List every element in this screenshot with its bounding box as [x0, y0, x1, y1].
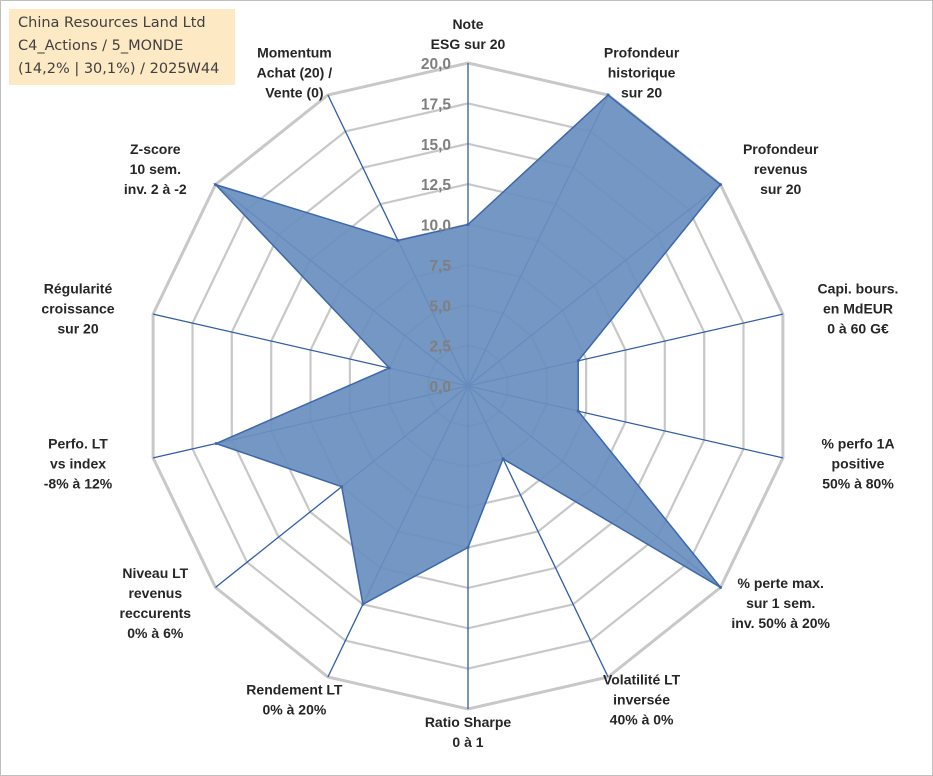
axis-label: Z-score 10 sem. inv. 2 à -2 [124, 141, 187, 197]
data-point [214, 183, 217, 187]
axis-label: Ratio Sharpe 0 à 1 [425, 714, 512, 750]
tick-label-layer: 0,0 2,5 5,0 7,5 10,0 12,5 15,0 17,5 20,0 [421, 56, 452, 396]
tick-label: 17,5 [421, 96, 452, 113]
tick-label: 10,0 [421, 218, 451, 235]
data-point [576, 359, 580, 363]
info-company: China Resources Land Ltd [18, 15, 206, 31]
tick-label: 0,0 [429, 379, 451, 396]
data-point [396, 239, 400, 242]
axis-label: % perte max. sur 1 sem. inv. 50% à 20% [731, 575, 830, 631]
tick-label: 7,5 [429, 258, 451, 275]
data-point [606, 93, 610, 97]
data-point [719, 183, 722, 187]
data-point [361, 602, 365, 606]
tick-label: 12,5 [421, 177, 452, 194]
data-point [466, 223, 470, 226]
axis-label: % perfo 1A positive 50% à 80% [821, 435, 894, 491]
axis-label: Perfo. LT vs index -8% à 12% [44, 435, 113, 491]
axis-label: Capi. bours. en MdEUR 0 à 60 G€ [818, 281, 899, 337]
data-point [340, 485, 344, 489]
axis-label: Profondeur revenus sur 20 [743, 141, 819, 197]
tick-label: 2,5 [429, 339, 451, 356]
info-box: China Resources Land Ltd C4_Actions / 5_… [9, 9, 235, 85]
axis-label: Rendement LT 0% à 20% [246, 682, 343, 718]
info-stats: (14,2% | 30,1%) / 2025W44 [18, 61, 220, 77]
data-point [576, 409, 580, 413]
axis-label: Note ESG sur 20 [431, 16, 506, 52]
tick-label: 5,0 [429, 298, 451, 315]
info-category: C4_Actions / 5_MONDE [18, 38, 184, 54]
axis-label: Niveau LT revenus reccurents 0% à 6% [120, 565, 192, 641]
data-point [214, 442, 218, 445]
axis-label: Régularité croissance sur 20 [41, 281, 114, 337]
data-point [387, 366, 391, 370]
tick-label: 15,0 [421, 137, 451, 154]
axis-label: Momentum Achat (20) / Vente (0) [257, 45, 333, 101]
data-point [466, 546, 470, 549]
axis-label: Profondeur historique sur 20 [604, 45, 680, 101]
data-point [501, 457, 505, 461]
tick-label: 20,0 [421, 56, 451, 73]
series-layer [212, 93, 722, 606]
axis-label-layer: Note ESG sur 20 Profondeur historique sur 20… [41, 16, 898, 750]
axis-label: Volatilité LT inversée 40% à 0% [603, 672, 681, 728]
data-point [719, 585, 722, 589]
